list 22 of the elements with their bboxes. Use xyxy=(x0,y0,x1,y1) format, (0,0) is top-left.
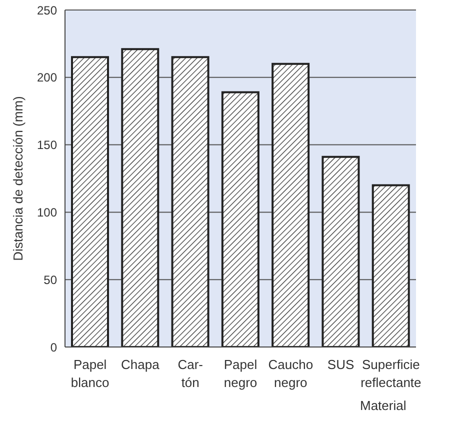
x-tick-label: Car- tón xyxy=(178,357,203,390)
bar xyxy=(372,184,410,347)
bar xyxy=(71,56,109,347)
y-axis-title: Distancia de detección (mm) xyxy=(10,96,26,261)
x-axis-title: Material xyxy=(360,398,406,413)
bar xyxy=(121,48,160,347)
y-tick-label: 250 xyxy=(36,3,58,18)
x-tick-label: Chapa xyxy=(121,357,160,372)
y-tick-label: 200 xyxy=(36,70,58,85)
bar xyxy=(322,156,360,347)
x-tick-label: SUS xyxy=(327,357,354,372)
y-tick-label: 150 xyxy=(36,138,58,152)
x-tick-label: Superficie reflectante xyxy=(360,357,422,390)
y-tick-label: 50 xyxy=(44,272,58,287)
y-tick-label: 0 xyxy=(50,340,58,354)
y-tick-label: 100 xyxy=(36,205,58,220)
x-tick-label: Papel negro xyxy=(224,357,258,390)
bar xyxy=(272,62,310,347)
x-tick-label: Papel blanco xyxy=(70,357,110,390)
bar xyxy=(221,91,260,347)
x-tick-label: Caucho negro xyxy=(268,357,314,390)
bar xyxy=(171,56,210,347)
